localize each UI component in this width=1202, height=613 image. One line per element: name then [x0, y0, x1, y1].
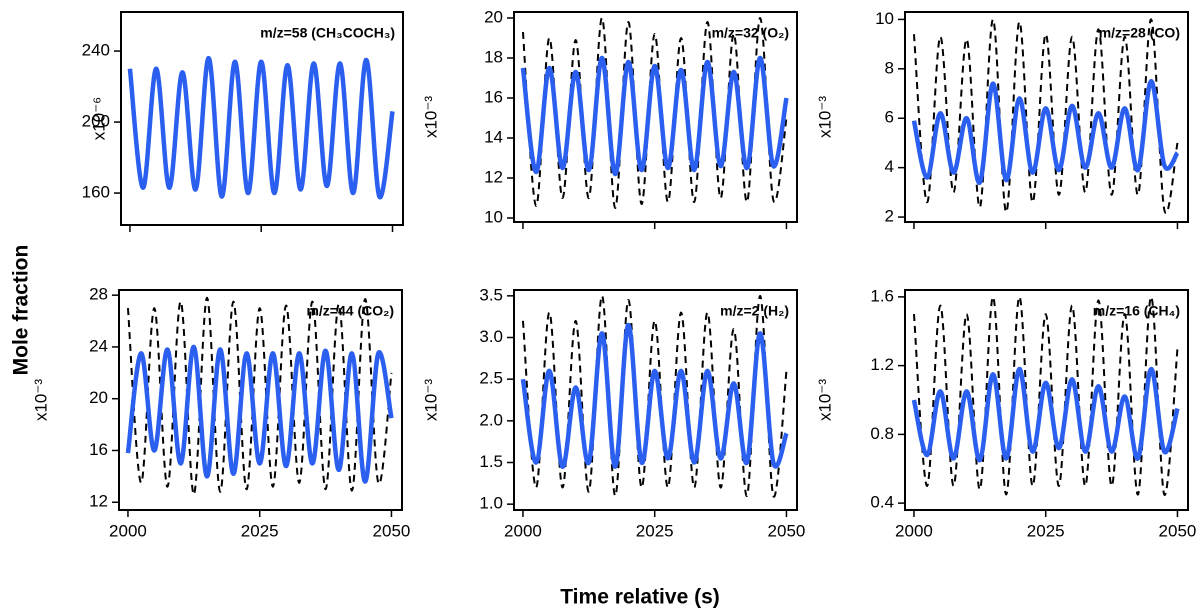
frame — [904, 11, 1189, 223]
frame — [904, 289, 1189, 511]
y-tick-label: 240 — [82, 41, 110, 60]
line — [911, 78, 1180, 185]
y-tick-label: 16 — [484, 87, 503, 106]
y-tick-label: 4 — [885, 157, 894, 176]
line — [127, 55, 395, 200]
y-tick-label: 24 — [89, 336, 108, 355]
y-tick-label: 1.6 — [870, 286, 894, 305]
x-tick-label: 2025 — [1027, 521, 1065, 540]
y-tick-label: 18 — [484, 47, 503, 66]
line — [520, 55, 789, 177]
annotation: m/z=58 (CH₃COCH₃) — [260, 25, 395, 41]
y-tick-label: 2.5 — [479, 369, 503, 388]
y-axis-label: Mole fraction — [10, 245, 33, 376]
annotation: m/z=32 (O₂) — [712, 25, 789, 41]
y-tick-label: 8 — [885, 58, 894, 77]
y-tick-label: 28 — [89, 285, 108, 304]
y-tick-label: 1.2 — [870, 355, 894, 374]
line — [911, 366, 1180, 463]
y-tick-label: 16 — [89, 440, 108, 459]
y-tick-label: 3.5 — [479, 285, 503, 304]
y-tick-label: 10 — [484, 207, 503, 226]
scale-label: x10⁻⁶ — [89, 97, 108, 140]
scale-label: x10⁻³ — [421, 96, 440, 138]
panel: 160 200 240 x10⁻⁶ m/z=58 (CH₃COCH₃) — [82, 11, 404, 232]
y-tick-label: 160 — [82, 183, 110, 202]
dashed-line — [912, 295, 1179, 496]
scale-label: x10⁻³ — [815, 96, 834, 138]
annotation: m/z=28 (CO) — [1099, 25, 1180, 41]
y-tick-label: 12 — [484, 167, 503, 186]
x-tick-label: 2000 — [895, 521, 933, 540]
y-tick-label: 20 — [89, 388, 108, 407]
panel: 2 4 6 8 10 x10⁻³ m/z=28 (CO) — [815, 9, 1189, 229]
y-tick-label: 2.0 — [479, 410, 503, 429]
x-tick-label: 2050 — [373, 521, 411, 540]
y-tick-label: 6 — [885, 108, 894, 127]
x-tick-label: 2025 — [241, 521, 279, 540]
frame — [120, 11, 404, 226]
panel: 10 12 14 16 18 20 x10⁻³ m/z=32 (O₂) — [421, 7, 798, 229]
y-tick-label: 0.8 — [870, 424, 894, 443]
y-tick-label: 200 — [82, 112, 110, 131]
scale-label: x10⁻³ — [421, 379, 440, 421]
line — [125, 344, 394, 484]
frame — [513, 11, 798, 223]
y-tick-label: 1.0 — [479, 494, 503, 513]
scale-label: x10⁻³ — [31, 379, 50, 421]
frame — [513, 289, 798, 511]
y-tick-label: 20 — [484, 7, 503, 26]
y-tick-label: 3.0 — [479, 327, 503, 346]
annotation: m/z=2 (H₂) — [720, 303, 789, 319]
y-tick-label: 12 — [89, 492, 108, 511]
y-tick-label: 2 — [885, 207, 894, 226]
panel: 0.4 0.8 1.2 1.6 2000 2025 2050 x10⁻³ m/z=16 (CH₄… — [815, 286, 1196, 540]
y-tick-label: 10 — [875, 9, 894, 28]
y-tick-label: 1.5 — [479, 452, 503, 471]
dashed-line — [912, 18, 1179, 214]
dashed-line — [521, 16, 788, 210]
x-tick-label: 2000 — [504, 521, 542, 540]
x-tick-label: 2050 — [768, 521, 806, 540]
annotation: m/z=44 (CO₂) — [306, 303, 394, 319]
line — [520, 322, 789, 469]
y-tick-label: 0.4 — [870, 493, 894, 512]
x-tick-label: 2050 — [1159, 521, 1197, 540]
x-tick-label: 2000 — [109, 521, 147, 540]
panel: 1.0 1.5 2.0 2.5 3.0 3.5 2000 2025 2050 x10⁻³ m/z=2… — [421, 285, 805, 540]
x-tick-label: 2025 — [636, 521, 674, 540]
panel: 12 16 20 24 28 2000 2025 2050 x10⁻³ m/z=44 (CO₂) — [31, 285, 410, 541]
annotation: m/z=16 (CH₄) — [1093, 303, 1180, 319]
y-tick-label: 14 — [484, 127, 503, 146]
x-axis-label: Time relative (s) — [560, 586, 720, 609]
scale-label: x10⁻³ — [815, 379, 834, 421]
frame — [118, 289, 403, 511]
